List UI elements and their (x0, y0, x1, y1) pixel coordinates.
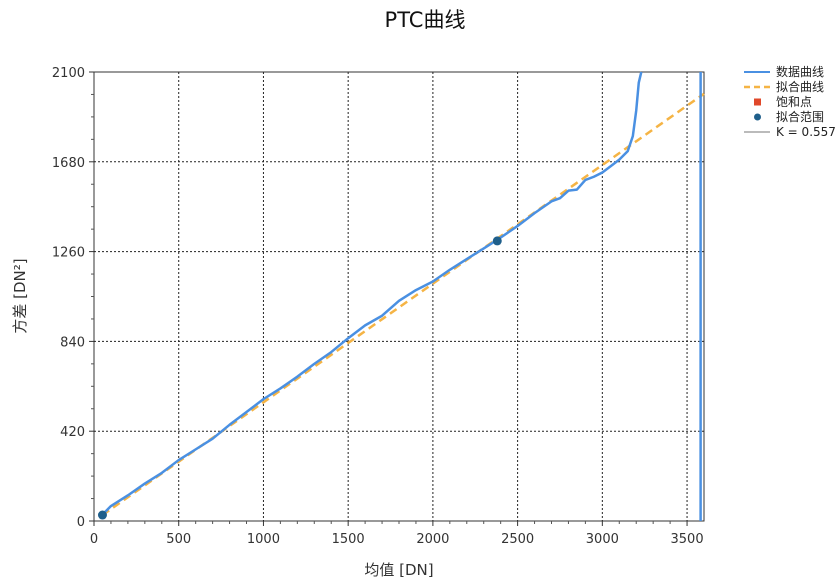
plot-frame (93, 71, 705, 522)
legend-swatch-fit-range (754, 113, 761, 121)
x-tick-label: 2500 (501, 532, 534, 547)
x-tick-label: 3000 (586, 532, 619, 547)
chart-marks (97, 71, 705, 521)
legend-label: K = 0.557 (776, 125, 835, 139)
x-tick-label: 0 (90, 532, 98, 547)
y-tick-label: 1260 (52, 246, 85, 261)
data-curve-line (101, 71, 643, 516)
plot-area (89, 71, 705, 526)
y-tick-label: 0 (77, 515, 85, 530)
legend-label: 拟合曲线 (776, 79, 824, 94)
y-tick-label: 840 (60, 335, 85, 350)
x-tick-labels: 0 500 1000 1500 2000 2500 3000 3500 (90, 532, 704, 547)
fit-range-point (97, 510, 107, 520)
legend-label: 饱和点 (776, 94, 812, 109)
legend-label: 拟合范围 (776, 109, 824, 124)
x-tick-label: 500 (166, 532, 191, 547)
y-tick-label: 420 (60, 425, 85, 440)
legend-label: 数据曲线 (776, 64, 824, 79)
grid (94, 72, 704, 521)
y-tick-label: 2100 (52, 66, 85, 81)
legend-swatch-saturation-point (754, 98, 761, 106)
x-tick-label: 1000 (247, 532, 280, 547)
x-tick-label: 1500 (332, 532, 365, 547)
x-axis-title: 均值 [DN] (364, 561, 433, 579)
x-tick-label: 2000 (416, 532, 449, 547)
x-tick-label: 3500 (671, 532, 704, 547)
y-axis-title: 方差 [DN²] (11, 258, 29, 333)
y-tick-label: 1680 (52, 156, 85, 171)
y-tick-labels: 0 420 840 1260 1680 2100 (52, 66, 85, 530)
fit-range-point (492, 236, 502, 246)
axis-ticks (89, 71, 688, 526)
chart-title: PTC曲线 (385, 8, 466, 32)
